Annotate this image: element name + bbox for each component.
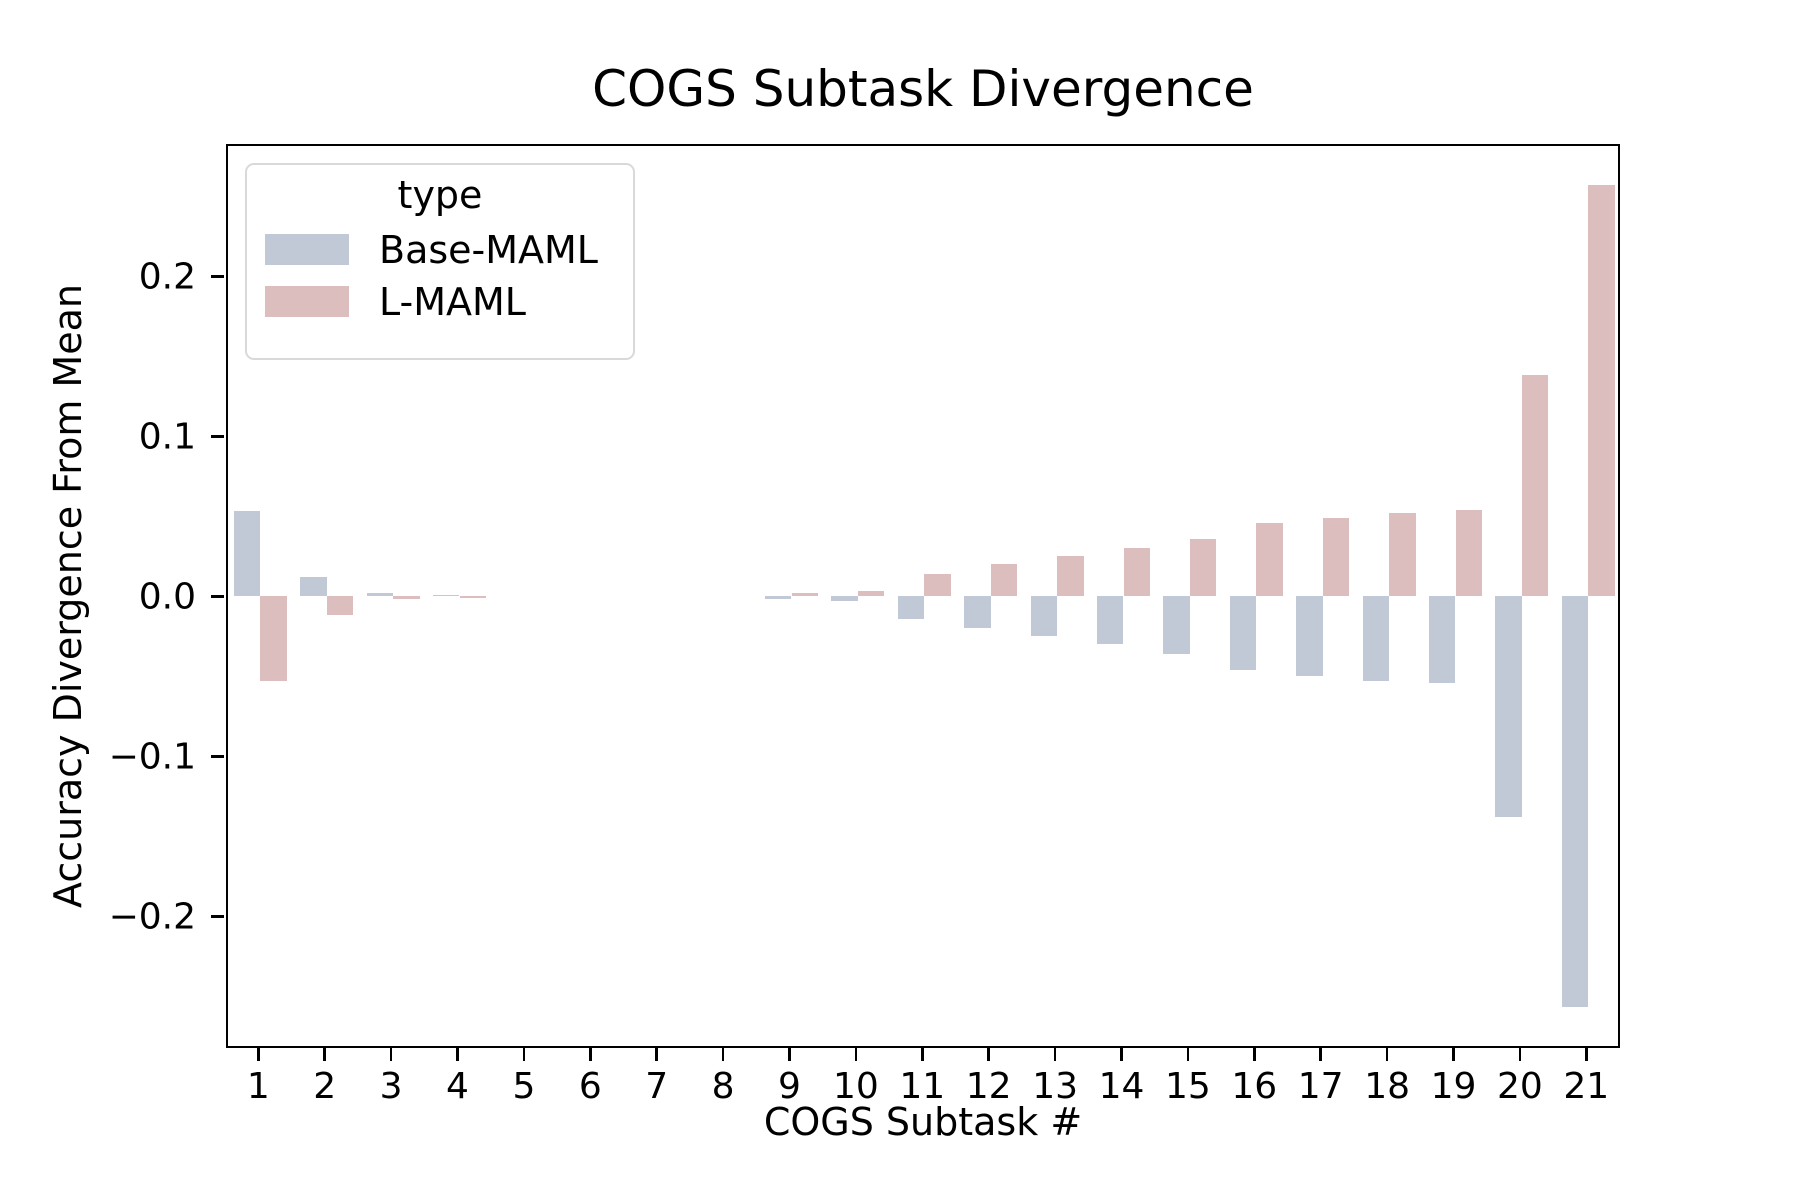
legend-label-base-maml: Base-MAML [379, 227, 598, 272]
bar-l-maml-19 [1455, 509, 1483, 597]
bar-base-maml-10 [831, 596, 858, 601]
bar-l-maml-3 [393, 596, 420, 600]
bar-l-maml-21 [1588, 185, 1615, 597]
bar-base-maml-3 [366, 593, 394, 597]
legend: type Base-MAML L-MAML [245, 163, 635, 360]
x-tick-label-4: 4 [446, 1066, 469, 1107]
x-tick-mark-16 [1253, 1048, 1256, 1061]
legend-swatch-l-maml [265, 286, 349, 318]
legend-swatch-base-maml [265, 234, 349, 266]
x-tick-label-8: 8 [711, 1066, 735, 1107]
bar-base-maml-18 [1362, 596, 1390, 681]
x-tick-mark-7 [655, 1048, 658, 1061]
y-tick-label-−0.1: −0.1 [108, 736, 196, 778]
bar-base-maml-16 [1229, 596, 1257, 670]
bar-base-maml-12 [964, 596, 991, 629]
x-tick-mark-14 [1120, 1048, 1123, 1061]
x-tick-mark-5 [522, 1048, 526, 1061]
bar-base-maml-1 [233, 511, 261, 597]
y-tick-mark-0.2 [210, 275, 224, 278]
x-tick-label-21: 21 [1563, 1066, 1610, 1107]
x-tick-mark-19 [1452, 1048, 1455, 1061]
bar-base-maml-14 [1096, 596, 1124, 645]
x-tick-mark-3 [389, 1048, 393, 1061]
legend-item-base-maml: Base-MAML [265, 231, 633, 269]
y-tick-mark-−0.1 [210, 755, 224, 758]
x-tick-label-3: 3 [379, 1066, 403, 1107]
x-tick-mark-4 [456, 1048, 459, 1061]
plot-area [226, 144, 1620, 1048]
x-tick-mark-15 [1186, 1048, 1190, 1061]
bar-base-maml-20 [1495, 596, 1522, 817]
bar-base-maml-15 [1163, 596, 1190, 654]
bar-base-maml-4 [432, 594, 460, 597]
bar-l-maml-11 [924, 573, 951, 597]
bar-base-maml-11 [897, 596, 925, 619]
x-tick-mark-6 [589, 1048, 592, 1061]
x-tick-label-17: 17 [1297, 1066, 1344, 1107]
x-tick-label-2: 2 [313, 1066, 337, 1107]
x-tick-label-16: 16 [1231, 1066, 1278, 1107]
bar-l-maml-20 [1521, 375, 1549, 597]
x-tick-label-19: 19 [1430, 1066, 1477, 1107]
x-tick-label-1: 1 [246, 1066, 270, 1107]
bar-l-maml-4 [459, 596, 487, 598]
x-tick-mark-21 [1585, 1048, 1588, 1061]
bar-l-maml-15 [1189, 538, 1217, 597]
legend-item-l-maml: L-MAML [265, 283, 633, 321]
x-axis-label: COGS Subtask # [763, 1100, 1083, 1144]
x-tick-mark-9 [788, 1048, 791, 1061]
x-tick-label-5: 5 [512, 1066, 536, 1107]
x-tick-mark-17 [1319, 1048, 1322, 1061]
x-tick-label-14: 14 [1098, 1066, 1145, 1107]
y-tick-mark-0.1 [210, 435, 224, 438]
bar-base-maml-2 [300, 577, 327, 597]
bar-l-maml-14 [1123, 548, 1151, 597]
x-tick-mark-18 [1385, 1048, 1389, 1061]
y-tick-label-0.0: 0.0 [138, 576, 196, 618]
bar-base-maml-17 [1296, 596, 1323, 677]
x-tick-label-13: 13 [1032, 1066, 1078, 1107]
x-tick-mark-13 [1053, 1048, 1057, 1061]
x-tick-label-18: 18 [1364, 1066, 1410, 1107]
y-tick-label-−0.2: −0.2 [108, 896, 196, 938]
x-tick-label-12: 12 [965, 1066, 1012, 1107]
bar-l-maml-10 [857, 591, 885, 597]
bar-l-maml-16 [1256, 522, 1283, 597]
bar-l-maml-13 [1057, 556, 1084, 597]
x-tick-mark-2 [323, 1048, 326, 1061]
bar-l-maml-17 [1322, 517, 1350, 597]
bar-base-maml-9 [764, 596, 792, 600]
bar-l-maml-1 [260, 596, 287, 681]
chart-title: COGS Subtask Divergence [592, 60, 1254, 118]
bar-base-maml-21 [1561, 596, 1589, 1008]
x-tick-mark-12 [987, 1048, 990, 1061]
x-tick-label-9: 9 [778, 1066, 801, 1107]
legend-label-l-maml: L-MAML [379, 279, 526, 324]
x-tick-label-7: 7 [645, 1066, 669, 1107]
x-tick-mark-1 [257, 1048, 260, 1061]
bar-l-maml-12 [990, 564, 1018, 597]
x-tick-mark-11 [921, 1048, 924, 1061]
legend-title: type [397, 173, 483, 217]
bar-base-maml-13 [1030, 596, 1058, 637]
bar-l-maml-9 [791, 593, 819, 597]
x-tick-label-20: 20 [1496, 1066, 1543, 1107]
y-tick-label-0.1: 0.1 [138, 416, 196, 458]
x-tick-label-11: 11 [899, 1066, 946, 1107]
x-tick-label-6: 6 [578, 1066, 602, 1107]
x-tick-mark-8 [721, 1048, 725, 1061]
x-tick-mark-10 [854, 1048, 858, 1061]
x-tick-mark-20 [1518, 1048, 1522, 1061]
x-tick-label-10: 10 [832, 1066, 879, 1107]
bar-base-maml-19 [1428, 596, 1456, 683]
bar-l-maml-18 [1389, 513, 1416, 597]
x-tick-label-15: 15 [1164, 1066, 1211, 1107]
y-tick-mark-0.0 [210, 595, 224, 598]
y-tick-label-0.2: 0.2 [138, 256, 196, 298]
y-tick-mark-−0.2 [210, 915, 224, 918]
bar-l-maml-2 [326, 596, 354, 616]
